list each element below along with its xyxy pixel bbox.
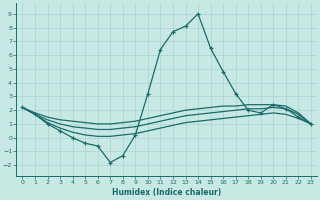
X-axis label: Humidex (Indice chaleur): Humidex (Indice chaleur)	[112, 188, 221, 197]
